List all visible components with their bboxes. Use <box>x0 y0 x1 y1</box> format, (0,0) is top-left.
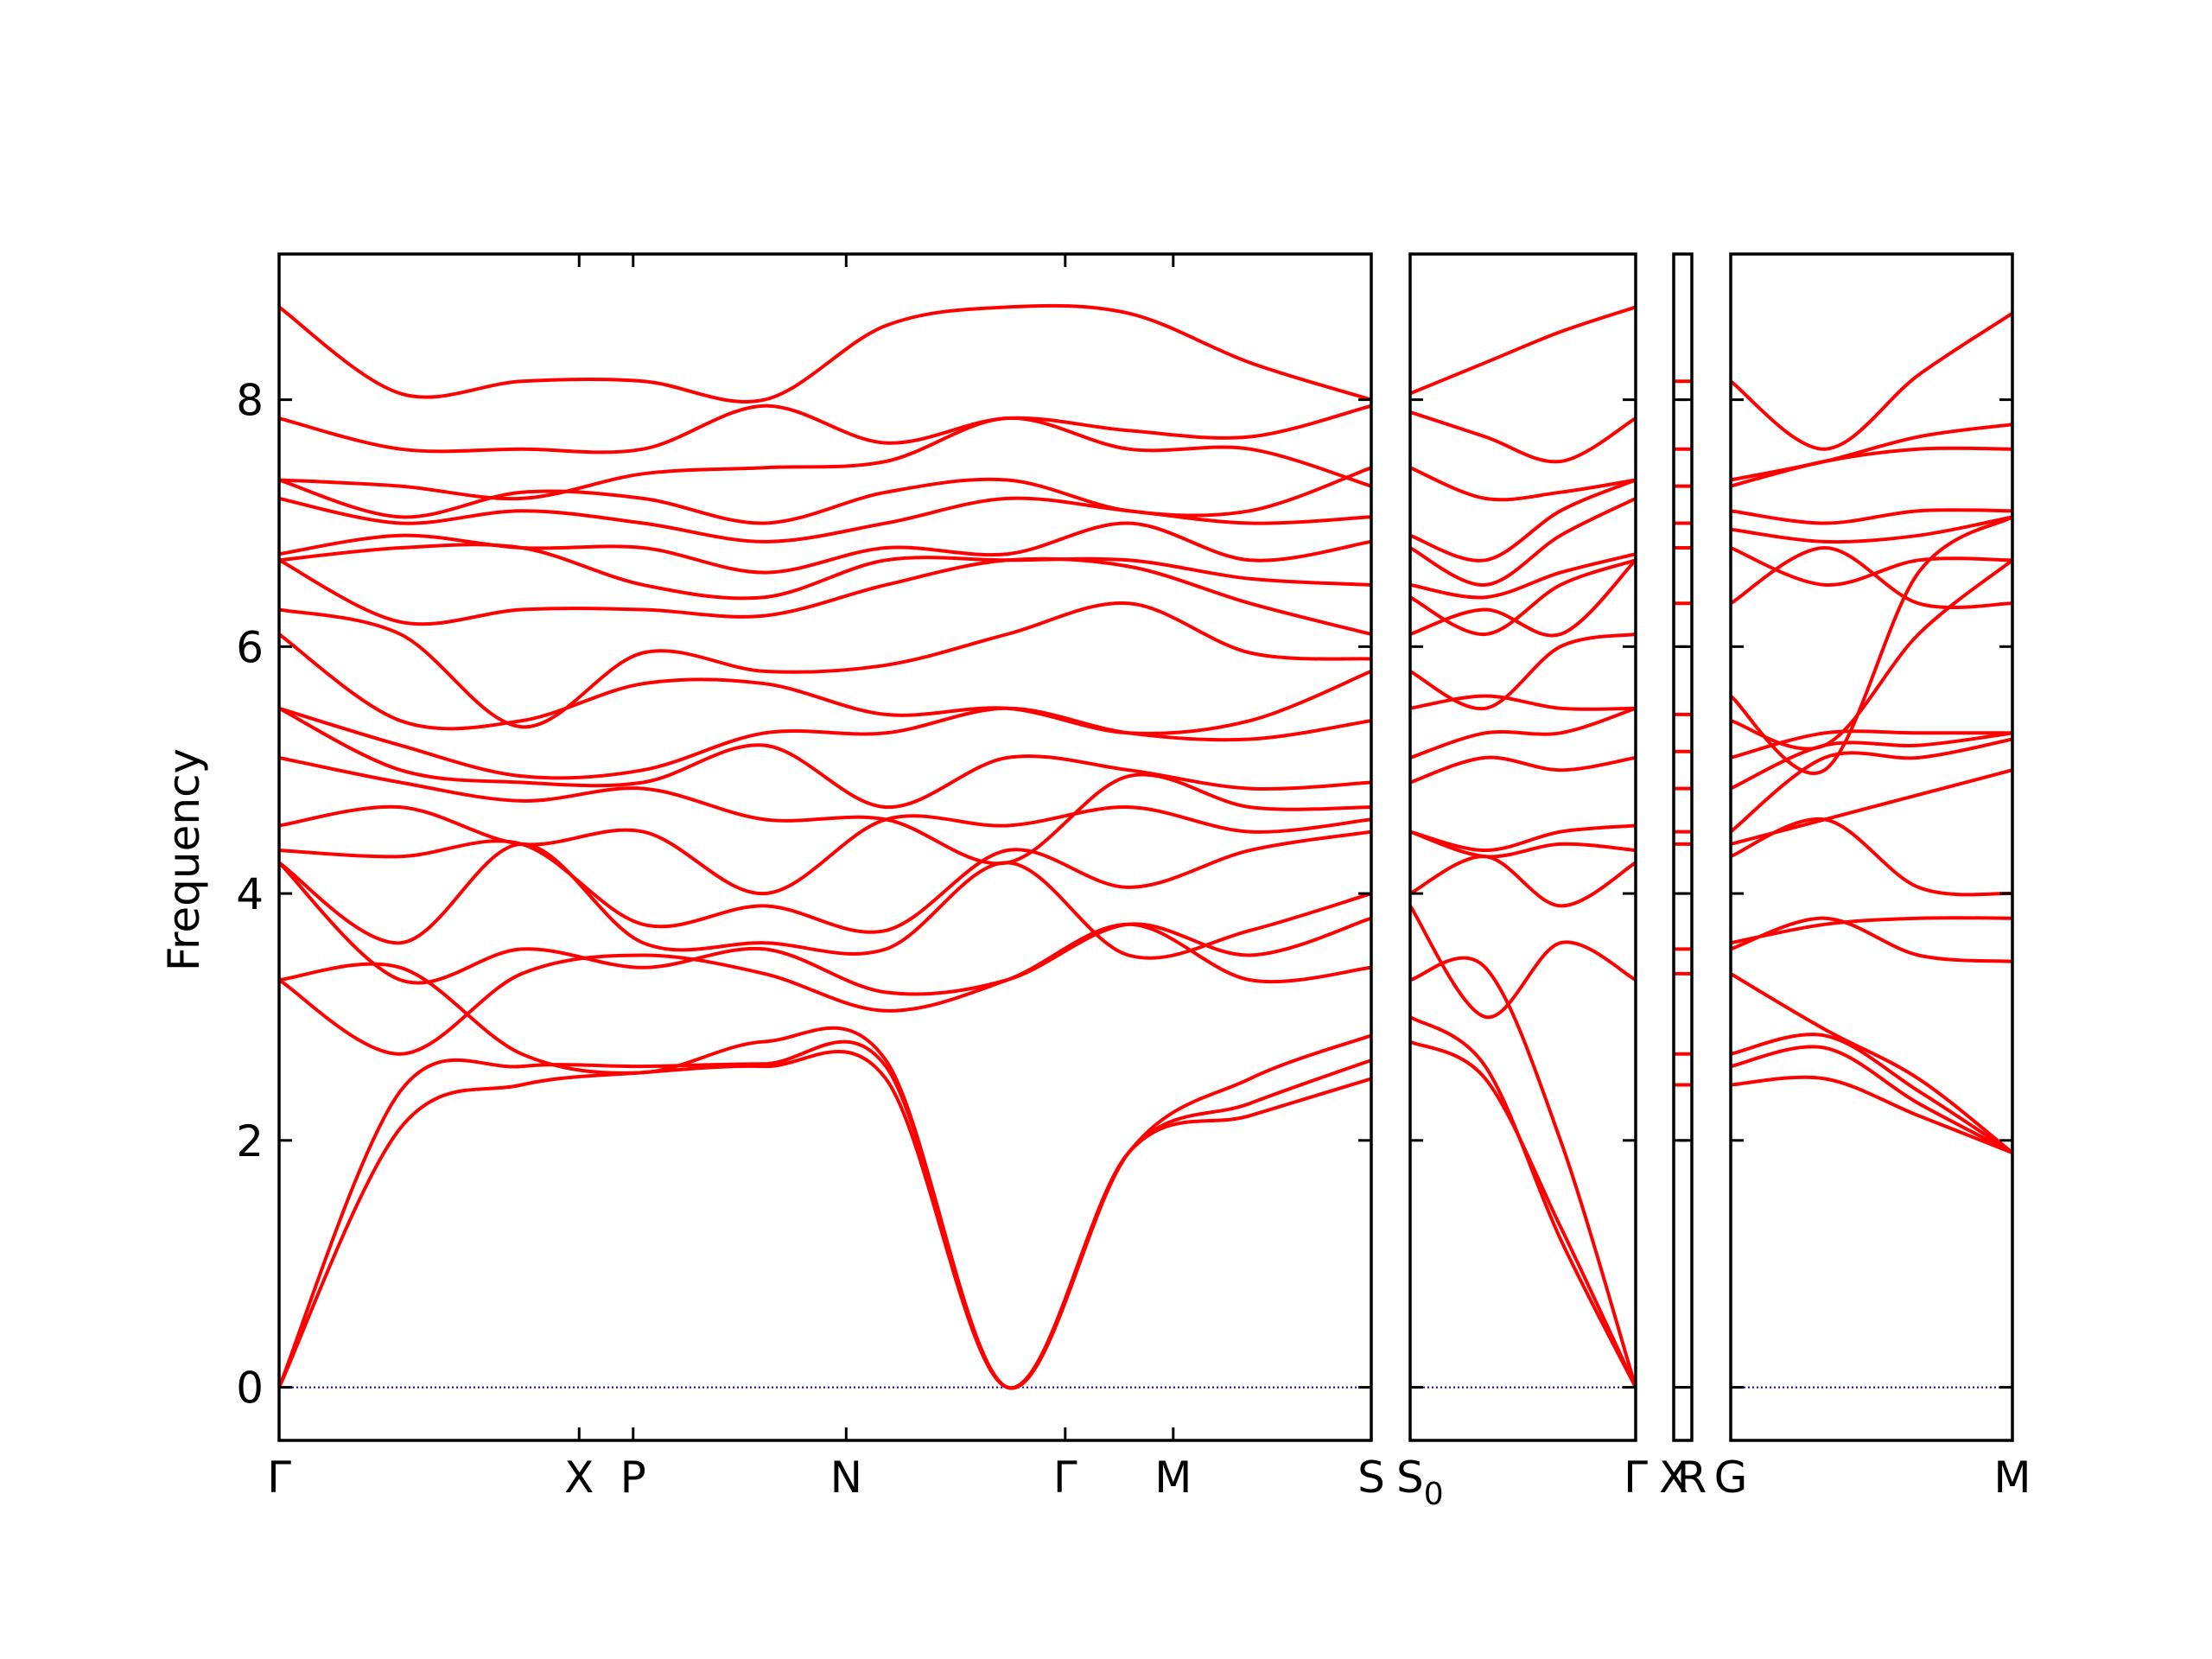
y-tick-label: 2 <box>236 1116 264 1166</box>
panel-1: 0 2 4 6 8 Γ X P N Γ M S <box>236 252 1385 1503</box>
band-line-7 <box>1410 823 1636 853</box>
band-line-11 <box>1410 632 1636 711</box>
band-line-17 <box>1731 508 2012 525</box>
band-line-3 <box>1410 956 1636 1389</box>
band-line-13 <box>1410 558 1636 637</box>
band-line-15 <box>1410 496 1636 587</box>
band-line-14 <box>1731 546 2012 610</box>
band-line-20 <box>1731 311 2012 451</box>
panel-frame <box>1672 252 1694 1442</box>
x-tick-label: P <box>620 1452 646 1503</box>
band-line-8 <box>279 804 1371 896</box>
y-tick-label: 8 <box>236 376 264 426</box>
band-line-10 <box>1731 731 2012 791</box>
band-line-7 <box>1731 817 2012 897</box>
x-tick-label: S <box>1357 1452 1385 1503</box>
band-line-7 <box>279 830 1371 934</box>
x-tick-label: Γ <box>267 1452 291 1503</box>
band-line-17 <box>1410 466 1636 502</box>
band-line-9 <box>1731 737 2012 834</box>
x-tick-label: Γ <box>1624 1452 1648 1503</box>
band-line-3 <box>279 962 1371 1390</box>
band-line-14 <box>1410 552 1636 600</box>
band-line-2 <box>1410 1014 1636 1389</box>
y-axis-label: Frequency <box>159 748 209 971</box>
band-line-5 <box>1731 916 2012 963</box>
band-line-16 <box>279 521 1371 575</box>
band-line-2 <box>279 1039 1371 1390</box>
band-line-16 <box>1410 478 1636 563</box>
band-line-15 <box>1731 546 2012 587</box>
x-tick-label: N <box>830 1452 862 1503</box>
band-line-20 <box>279 404 1371 454</box>
band-line-6 <box>1410 830 1636 859</box>
band-lines <box>1674 379 1692 1087</box>
band-line-6 <box>279 842 1371 960</box>
band-line-12 <box>1410 558 1636 638</box>
band-line-9 <box>279 755 1371 866</box>
band-line-5 <box>279 861 1371 996</box>
band-line-1 <box>1731 1075 2012 1155</box>
band-line-6 <box>1731 916 2012 945</box>
band-line-16 <box>1731 515 2012 544</box>
band-line-13 <box>279 601 1371 729</box>
band-line-12 <box>1731 558 2012 751</box>
band-line-1 <box>1410 1039 1636 1389</box>
x-tick-label: M <box>1993 1452 2031 1503</box>
band-line-8 <box>1410 755 1636 785</box>
band-line-15 <box>279 543 1371 601</box>
band-line-8 <box>1731 768 2012 846</box>
band-line-10 <box>1410 694 1636 711</box>
band-line-14 <box>279 556 1371 636</box>
band-line-4 <box>1731 971 2012 1155</box>
band-line-13 <box>1731 515 2012 775</box>
band-line-2 <box>1731 1045 2012 1155</box>
x-tick-label: S0 <box>1396 1452 1444 1512</box>
band-line-11 <box>279 706 1371 780</box>
x-tick-label: R <box>1677 1452 1707 1503</box>
band-line-17 <box>279 496 1371 543</box>
x-tick-label: G <box>1714 1452 1748 1503</box>
y-tick-label: 6 <box>236 622 264 672</box>
panel-2: S0 Γ <box>1396 252 1648 1512</box>
x-tick-label: Γ <box>1053 1452 1077 1503</box>
panel-frame <box>1729 252 2014 1442</box>
band-line-1 <box>279 1050 1371 1389</box>
band-line-12 <box>279 632 1371 735</box>
band-line-9 <box>1410 706 1636 760</box>
x-tick-label: X <box>564 1452 594 1503</box>
band-line-18 <box>1731 446 2012 488</box>
x-tick-label: X <box>1659 1452 1688 1503</box>
band-line-19 <box>1410 305 1636 396</box>
band-line-3 <box>1731 1033 2012 1155</box>
band-lines <box>1410 305 1636 1389</box>
y-tick-label: 0 <box>236 1363 264 1414</box>
band-line-18 <box>279 466 1371 525</box>
band-line-5 <box>1410 855 1636 908</box>
y-tick-label: 4 <box>236 869 264 919</box>
band-line-19 <box>279 416 1371 501</box>
panel-frame <box>277 252 1373 1442</box>
panel-frame <box>1408 252 1637 1442</box>
band-line-18 <box>1410 410 1636 464</box>
band-line-21 <box>279 303 1371 404</box>
band-lines <box>279 303 1371 1390</box>
band-line-10 <box>279 706 1371 810</box>
band-line-19 <box>1731 423 2012 482</box>
panel-3: XR <box>1659 252 1707 1503</box>
band-line-4 <box>1410 904 1636 1019</box>
band-lines <box>1731 311 2012 1155</box>
x-tick-label: M <box>1154 1452 1192 1503</box>
band-line-4 <box>279 922 1371 1056</box>
